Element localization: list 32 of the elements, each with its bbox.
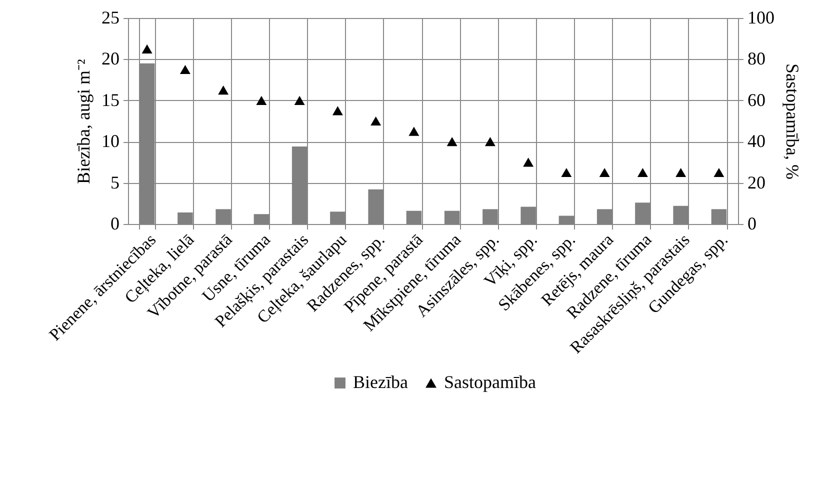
y2-tick-label: 80 [748, 48, 766, 69]
point [408, 126, 420, 136]
point [256, 96, 267, 105]
point [446, 137, 458, 146]
point [714, 168, 724, 178]
y2-tick-label: 40 [748, 131, 766, 152]
legend-label: Sastopamība [444, 372, 536, 392]
y-tick-label: 0 [110, 214, 120, 234]
y-tick-label: 5 [110, 172, 120, 192]
y-axis-title: Biezība, augi m⁻² [74, 59, 94, 184]
point [637, 168, 648, 178]
y2-axis-title: Sastopamība, % [782, 64, 802, 180]
point [484, 137, 496, 146]
y2-tick-label: 100 [748, 8, 774, 28]
point [523, 158, 534, 167]
point [599, 168, 610, 178]
y2-tick-label: 20 [748, 172, 766, 192]
point [332, 106, 343, 116]
point [294, 96, 305, 105]
y-tick-label: 25 [102, 8, 120, 28]
y2-tick-label: 0 [748, 214, 756, 234]
point [676, 168, 686, 178]
point [370, 116, 382, 126]
y-tick-label: 15 [102, 90, 120, 110]
y2-tick-label: 60 [748, 90, 766, 110]
point [218, 86, 229, 95]
point [142, 44, 152, 54]
y-tick-label: 10 [102, 131, 120, 152]
legend-label: Biezība [353, 372, 408, 392]
point [561, 168, 572, 178]
y-tick-label: 20 [102, 48, 120, 69]
point [180, 64, 190, 74]
